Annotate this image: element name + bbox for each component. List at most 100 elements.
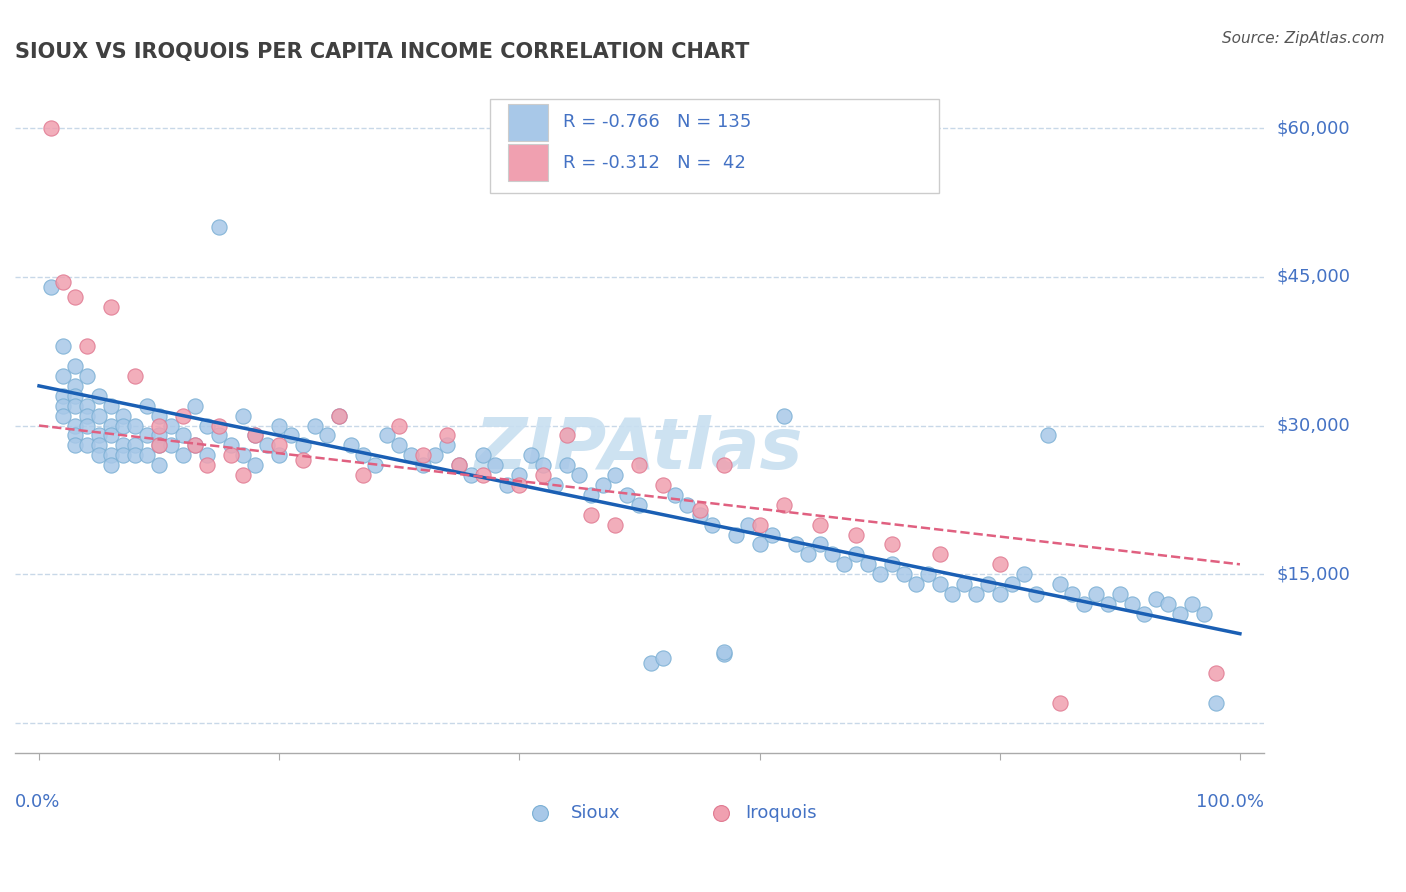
Text: 0.0%: 0.0%: [15, 793, 60, 811]
Text: $45,000: $45,000: [1277, 268, 1350, 285]
Text: R = -0.312   N =  42: R = -0.312 N = 42: [564, 153, 747, 172]
Point: [401, 448, 423, 462]
Point: [364, 458, 387, 473]
Point: [412, 458, 434, 473]
Point: [531, 468, 554, 483]
Point: [388, 418, 411, 433]
Point: [63, 379, 86, 393]
Point: [1168, 607, 1191, 621]
Point: [76, 339, 98, 353]
Point: [449, 458, 471, 473]
Point: [375, 428, 398, 442]
Point: [100, 448, 122, 462]
Point: [531, 458, 554, 473]
Point: [76, 399, 98, 413]
Text: Sioux: Sioux: [571, 805, 620, 822]
Point: [100, 399, 122, 413]
Text: ZIPAtlas: ZIPAtlas: [475, 415, 804, 483]
Point: [148, 409, 170, 423]
Point: [269, 418, 291, 433]
Point: [977, 577, 1000, 591]
Point: [232, 448, 254, 462]
Point: [664, 488, 686, 502]
Point: [124, 438, 146, 452]
Point: [243, 428, 266, 442]
Point: [508, 478, 530, 492]
Point: [1036, 428, 1059, 442]
Point: [39, 279, 62, 293]
Point: [1049, 696, 1071, 710]
Point: [232, 468, 254, 483]
Point: [1097, 597, 1119, 611]
Point: [880, 558, 903, 572]
Point: [904, 577, 927, 591]
Point: [472, 448, 495, 462]
Point: [52, 409, 75, 423]
Point: [1121, 597, 1143, 611]
Point: [148, 458, 170, 473]
Point: [280, 428, 302, 442]
Point: [1084, 587, 1107, 601]
Point: [557, 428, 579, 442]
Point: [917, 567, 939, 582]
Point: [676, 498, 699, 512]
Point: [100, 418, 122, 433]
Point: [952, 577, 974, 591]
Point: [496, 478, 519, 492]
Point: [713, 644, 735, 658]
Point: [1025, 587, 1047, 601]
Point: [1001, 577, 1024, 591]
Point: [1205, 696, 1227, 710]
Point: [544, 478, 567, 492]
Point: [928, 577, 950, 591]
Point: [195, 448, 218, 462]
Point: [63, 399, 86, 413]
Point: [605, 517, 627, 532]
Point: [172, 409, 194, 423]
Point: [484, 458, 506, 473]
Point: [1192, 607, 1215, 621]
Point: [1133, 607, 1156, 621]
Point: [412, 448, 434, 462]
Point: [184, 399, 207, 413]
Point: [52, 399, 75, 413]
Point: [52, 275, 75, 289]
Point: [100, 300, 122, 314]
Point: [436, 428, 458, 442]
Point: [737, 517, 759, 532]
Point: [1181, 597, 1204, 611]
Point: [63, 290, 86, 304]
Point: [845, 527, 868, 541]
Point: [340, 438, 363, 452]
Point: [304, 418, 326, 433]
Point: [1073, 597, 1095, 611]
Point: [208, 418, 231, 433]
Point: [772, 498, 794, 512]
Point: [76, 418, 98, 433]
Point: [184, 438, 207, 452]
Point: [652, 478, 675, 492]
Point: [832, 558, 855, 572]
Point: [592, 478, 614, 492]
Point: [965, 587, 987, 601]
Point: [172, 428, 194, 442]
Point: [568, 468, 591, 483]
Point: [785, 537, 807, 551]
Point: [640, 657, 662, 671]
Point: [87, 448, 110, 462]
Point: [124, 418, 146, 433]
Point: [460, 468, 482, 483]
Point: [243, 458, 266, 473]
Point: [112, 448, 135, 462]
Point: [436, 438, 458, 452]
Point: [449, 458, 471, 473]
Point: [219, 438, 242, 452]
Point: [845, 548, 868, 562]
Point: [628, 498, 651, 512]
Point: [988, 558, 1011, 572]
Point: [76, 438, 98, 452]
Point: [713, 647, 735, 661]
Point: [124, 368, 146, 383]
Point: [136, 448, 159, 462]
Point: [869, 567, 891, 582]
